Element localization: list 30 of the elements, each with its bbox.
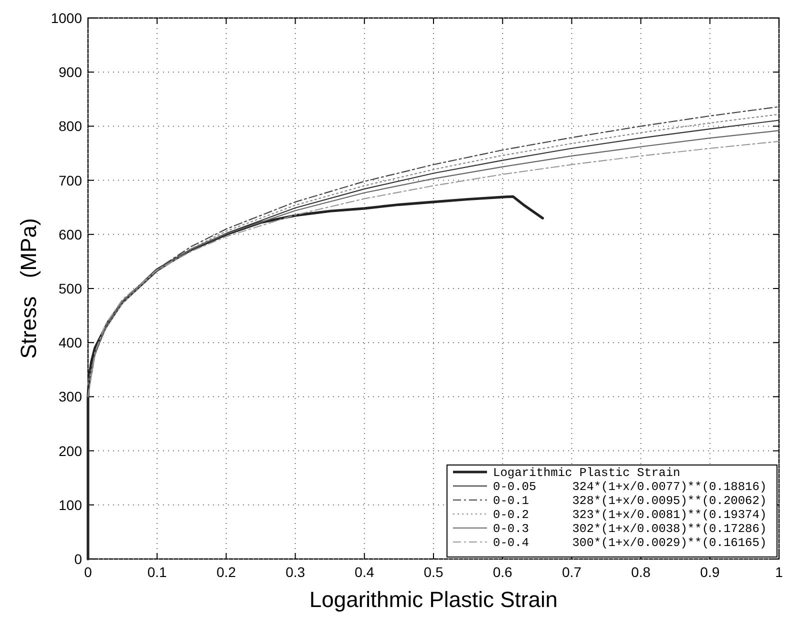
y-axis-title: Stress (MPa) <box>16 218 41 359</box>
y-tick-label: 700 <box>58 172 82 188</box>
x-tick-label: 0.4 <box>354 564 374 580</box>
x-tick-label: 0.7 <box>562 564 582 580</box>
x-tick-label: 0.5 <box>424 564 444 580</box>
legend-label: 0-0.1 328*(1+x/0.0095)**(0.20062) <box>493 494 767 508</box>
legend-label: 0-0.2 323*(1+x/0.0081)**(0.19374) <box>493 508 767 522</box>
x-tick-label: 0.6 <box>492 564 513 580</box>
x-tick-label: 0.3 <box>286 564 306 580</box>
legend-label: 0-0.05 324*(1+x/0.0077)**(0.18816) <box>493 480 767 494</box>
y-tick-label: 300 <box>58 388 82 405</box>
y-tick-label: 500 <box>58 280 82 296</box>
legend-label: Logarithmic Plastic Strain <box>493 466 680 480</box>
legend-label: 0-0.3 302*(1+x/0.0038)**(0.17286) <box>493 522 767 536</box>
x-tick-label: 1 <box>775 564 784 580</box>
y-tick-label: 600 <box>58 226 82 242</box>
x-tick-label: 0.2 <box>216 564 236 580</box>
y-tick-label: 0 <box>74 551 82 567</box>
x-tick-label: 0.8 <box>631 564 651 580</box>
y-tick-label: 900 <box>58 64 82 80</box>
y-tick-label: 100 <box>58 496 82 513</box>
x-tick-label: 0.9 <box>700 564 720 580</box>
y-tick-label: 800 <box>58 118 82 134</box>
y-tick-label: 200 <box>58 442 82 459</box>
x-tick-label: 0 <box>84 564 92 580</box>
legend-label: 0-0.4 300*(1+x/0.0029)**(0.16165) <box>493 536 767 550</box>
y-tick-label: 1000 <box>50 10 82 26</box>
y-tick-label: 400 <box>58 334 82 351</box>
x-tick-label: 0.1 <box>147 564 168 580</box>
x-axis-title: Logarithmic Plastic Strain <box>309 587 558 612</box>
